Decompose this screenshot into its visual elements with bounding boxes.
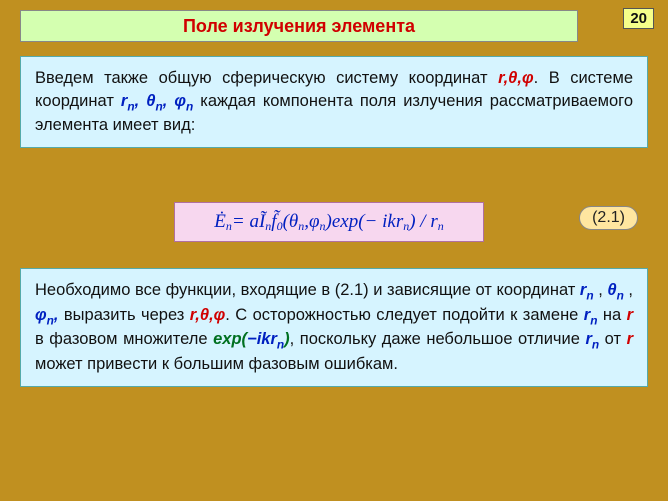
f-args: ,φ	[304, 211, 319, 233]
var-rtp: r,θ,φ	[190, 306, 226, 324]
t: от	[599, 330, 626, 348]
var-rn: rn	[585, 330, 599, 348]
exp-open: exp(	[213, 330, 247, 348]
title-text: Поле излучения элемента	[183, 16, 415, 37]
var-pn: φn,	[35, 306, 58, 324]
t: . С осторожностью следует подойти к заме…	[225, 306, 584, 324]
var-rtp: r,θ,φ	[498, 69, 534, 87]
t: , поскольку даже небольшое отличие	[290, 330, 586, 348]
formula-box: Ėn = a Ĩn f̃0(θn,φn)exp(− ikrn) / rn	[174, 202, 484, 242]
f-lhs: Ė	[214, 211, 226, 233]
var-pn: φn	[174, 92, 193, 110]
equation-number: (2.1)	[579, 206, 638, 230]
f-sub: n	[298, 219, 304, 234]
page-number: 20	[623, 8, 654, 29]
var-rn: rn	[580, 281, 594, 299]
t: Введем также общую сферическую систему к…	[35, 69, 498, 87]
f-sub: n	[320, 219, 326, 234]
var-rn: rn	[121, 92, 135, 110]
note-box: Необходимо все функции, входящие в (2.1)…	[20, 268, 648, 387]
var-rn: rn	[584, 306, 598, 324]
f-args: (θ	[283, 211, 299, 233]
sep: ,	[135, 92, 147, 110]
var-tn: θn	[607, 281, 623, 299]
t: в фазовом множителе	[35, 330, 213, 348]
var-r: r	[627, 306, 633, 324]
intro-box: Введем также общую сферическую систему к…	[20, 56, 648, 148]
t: Необходимо все функции, входящие в (2.1)…	[35, 281, 580, 299]
sep: ,	[594, 281, 608, 299]
f-sub: n	[226, 219, 232, 234]
f-sub: 0	[277, 219, 283, 234]
title-bar: Поле излучения элемента	[20, 10, 578, 42]
t: на	[597, 306, 626, 324]
t: может привести к большим фазовым ошибкам…	[35, 355, 398, 373]
sep: ,	[624, 281, 633, 299]
sep: ,	[163, 92, 175, 110]
f-args: )exp(− ikr	[326, 211, 404, 233]
exp-arg: −ikrn	[247, 330, 284, 348]
f-sub: n	[403, 219, 409, 234]
f-tail: ) / r	[409, 211, 438, 233]
var-tn: θn	[146, 92, 162, 110]
f-eq: = a	[232, 211, 259, 233]
f-sub: n	[438, 219, 444, 234]
var-r: r	[627, 330, 633, 348]
t: выразить через	[58, 306, 189, 324]
formula-row: Ėn = a Ĩn f̃0(θn,φn)exp(− ikrn) / rn (2.…	[20, 202, 648, 246]
f-sub: n	[265, 219, 271, 234]
